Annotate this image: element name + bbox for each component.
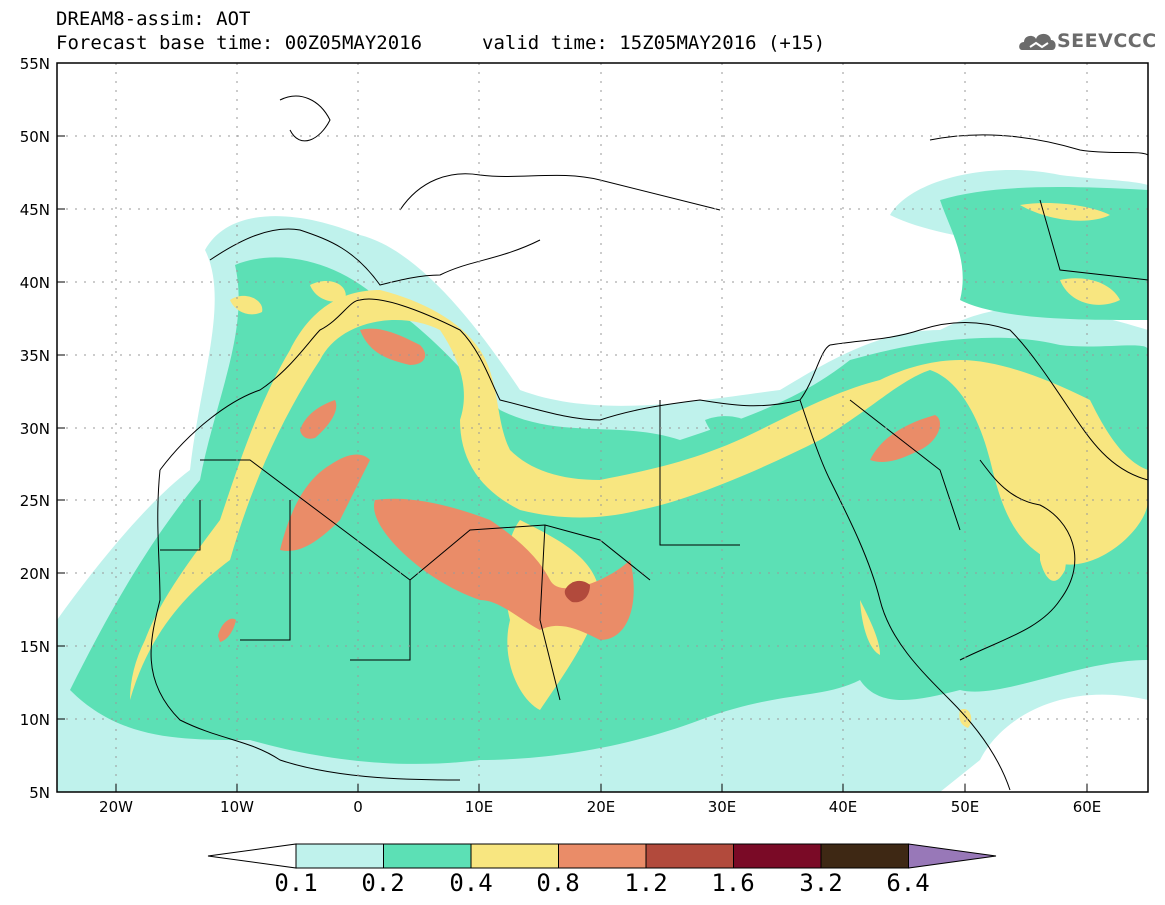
lon-label: 30E — [707, 798, 737, 816]
colorbar-label: 0.2 — [361, 869, 405, 897]
lat-label: 30N — [19, 420, 50, 438]
lon-label: 60E — [1072, 798, 1102, 816]
grid-lines — [57, 63, 1148, 792]
aot-band-0.8 — [218, 328, 940, 642]
lat-label: 40N — [19, 274, 50, 292]
lon-label: 10E — [464, 798, 494, 816]
lat-label: 5N — [29, 784, 50, 802]
lat-label: 10N — [19, 711, 50, 729]
lat-label: 45N — [19, 201, 50, 219]
colorbar-label: 0.8 — [536, 869, 580, 897]
lon-label: 10W — [220, 798, 254, 816]
map-title: DREAM8-assim: AOT — [56, 8, 251, 30]
coastlines — [150, 95, 1148, 791]
lon-label: 20W — [99, 798, 133, 816]
colorbar-label: 0.1 — [274, 869, 318, 897]
colorbar-label: 6.4 — [886, 869, 930, 897]
colorbar-label: 3.2 — [799, 869, 843, 897]
lat-label: 20N — [19, 565, 50, 583]
valid-time: valid time: 15Z05MAY2016 (+15) — [482, 32, 826, 54]
lat-label: 35N — [19, 347, 50, 365]
colorbar-label: 1.6 — [711, 869, 755, 897]
colorbar-label: 1.2 — [624, 869, 668, 897]
lat-label: 25N — [19, 492, 50, 510]
logo-text: SEEVCCC — [1057, 30, 1157, 52]
aot-band-1.2 — [564, 580, 590, 603]
colorbar-label: 0.4 — [449, 869, 493, 897]
lon-label: 50E — [950, 798, 980, 816]
lon-label: 40E — [828, 798, 858, 816]
axis-ticks — [57, 135, 1088, 792]
lon-label: 20E — [586, 798, 616, 816]
lat-label: 50N — [19, 128, 50, 146]
lon-label: 0 — [353, 798, 363, 816]
forecast-base-time: Forecast base time: 00Z05MAY2016 — [56, 32, 423, 54]
lat-label: 55N — [19, 55, 50, 73]
cloud-logo-icon — [1019, 33, 1056, 50]
lat-label: 15N — [19, 638, 50, 656]
